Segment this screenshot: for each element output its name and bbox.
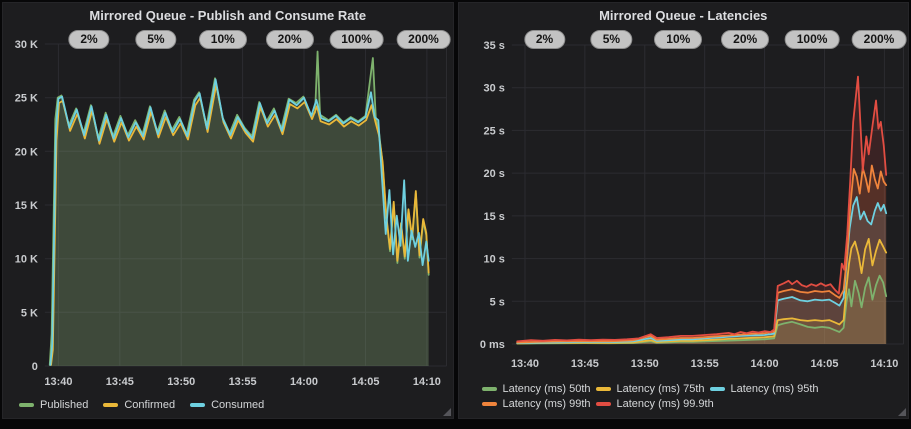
x-axis-tick-label: 13:40 [510,358,538,370]
y-axis-tick-label: 5 s [489,296,504,308]
annotation-badge-10pct[interactable]: 10% [198,30,247,49]
y-axis-tick-label: 30 s [483,83,504,95]
y-axis-tick-label: 30 K [15,39,38,51]
legend-label: Latency (ms) 50th [502,383,591,395]
series-color-swatch [595,387,611,391]
x-axis-tick-label: 13:50 [630,358,658,370]
y-axis-tick-label: 0 ms [479,339,504,351]
annotation-badge-20pct[interactable]: 20% [265,30,314,49]
x-axis-tick-label: 14:10 [870,358,898,370]
annotation-badge-200pct[interactable]: 200% [851,30,907,49]
series-color-swatch [103,403,119,407]
y-axis-tick-label: 20 s [483,168,504,180]
x-axis-tick-label: 14:05 [810,358,838,370]
legend-item[interactable]: Latency (ms) 75th [595,383,710,395]
series-line [515,196,887,344]
latency-chart-legend: Latency (ms) 50th Latency (ms) 75th Latenc… [459,378,909,410]
panel-resize-handle[interactable] [442,408,451,416]
annotation-badge-row: 2% 5% 10% 20% 100% 200% [3,30,453,50]
annotation-badge-2pct[interactable]: 2% [68,30,110,49]
legend-label: Latency (ms) 95th [730,383,819,395]
x-axis-tick-label: 13:55 [690,358,718,370]
series-color-swatch [595,402,611,406]
series-area [516,197,886,344]
series-color-swatch [481,387,497,391]
annotation-badge-5pct[interactable]: 5% [590,30,633,49]
x-axis-tick-label: 13:55 [229,376,257,388]
legend-label: Published [40,399,89,411]
rate-chart-legend: Published Confirmed Consumed [3,394,453,411]
y-axis-tick-label: 0 [32,361,38,373]
legend-label: Consumed [211,399,265,411]
x-axis-tick-label: 13:45 [106,376,134,388]
series-area [516,275,886,344]
series-area [516,76,886,344]
rate-chart-plot[interactable]: 0 5 K 10 K 15 K 20 K 25 K 30 K 13:40 13:45 13:50 1… [3,26,453,394]
x-axis-tick-label: 14:10 [413,376,441,388]
legend-item[interactable]: Latency (ms) 95th [709,383,909,395]
annotation-badge-10pct[interactable]: 10% [654,30,703,49]
series-color-swatch [19,403,34,407]
annotation-badge-200pct[interactable]: 200% [396,30,451,49]
x-axis-tick-label: 13:50 [167,376,195,388]
legend-item[interactable]: Latency (ms) 99th [481,398,596,410]
panel-publish-consume-rate: Mirrored Queue - Publish and Consume Rat… [2,2,454,419]
legend-item[interactable]: Consumed [190,399,264,411]
y-axis-tick-label: 25 s [483,125,504,137]
annotation-badge-100pct[interactable]: 100% [329,30,384,49]
series-area [516,238,886,344]
legend-item[interactable]: Latency (ms) 99.9th [595,398,714,410]
latency-chart-plot[interactable]: 0 ms 5 s 10 s 15 s 20 s 25 s 30 s 35 s 13:40 13:4… [459,26,909,378]
y-axis-tick-label: 5 K [21,307,38,319]
series-color-swatch [190,403,206,407]
series-color-swatch [709,387,725,391]
annotation-badge-row: 2% 5% 10% 20% 100% 200% [459,30,909,50]
series-area [516,165,886,344]
x-axis-tick-label: 13:40 [44,376,72,388]
legend-item[interactable]: Published [19,399,88,411]
legend-item[interactable]: Confirmed [103,399,175,411]
annotation-badge-2pct[interactable]: 2% [523,30,566,49]
y-axis-tick-label: 25 K [15,93,38,105]
series-line [515,164,887,344]
y-axis-tick-label: 15 K [15,200,38,212]
x-axis-tick-label: 13:45 [570,358,598,370]
chart-publish-consume-rate[interactable]: 0 5 K 10 K 15 K 20 K 25 K 30 K 13:40 13:45 13:50 1… [3,26,453,394]
legend-item[interactable]: Latency (ms) 50th [481,383,596,395]
panel-latencies: Mirrored Queue - Latencies 0 ms 5 s 10 s 15… [457,2,909,419]
legend-label: Latency (ms) 75th [616,383,705,395]
chart-latencies[interactable]: 0 ms 5 s 10 s 15 s 20 s 25 s 30 s 35 s 13:40 13:4… [459,26,909,378]
series-line [515,75,887,343]
legend-label: Confirmed [124,399,176,411]
panel-title[interactable]: Mirrored Queue - Publish and Consume Rat… [89,8,367,23]
dashboard-row: Mirrored Queue - Publish and Consume Rat… [2,2,909,419]
x-axis-tick-label: 14:05 [351,376,379,388]
panel-title[interactable]: Mirrored Queue - Latencies [599,8,768,23]
x-axis-tick-label: 14:00 [750,358,778,370]
legend-label: Latency (ms) 99th [502,398,591,410]
y-axis-tick-label: 15 s [483,211,504,223]
series-color-swatch [481,402,497,406]
series-line [49,78,430,366]
panel-resize-handle[interactable] [898,408,906,416]
series-area [50,79,429,367]
series-area [51,84,429,367]
y-axis-tick-label: 20 K [15,146,38,158]
y-axis-tick-label: 35 s [483,40,504,52]
annotation-badge-5pct[interactable]: 5% [135,30,177,49]
y-axis-tick-label: 10 s [483,254,504,266]
y-axis-tick-label: 10 K [15,254,38,266]
legend-label: Latency (ms) 99.9th [616,398,714,410]
x-axis-tick-label: 14:00 [290,376,318,388]
annotation-badge-100pct[interactable]: 100% [784,30,840,49]
series-line [515,238,887,345]
annotation-badge-20pct[interactable]: 20% [721,30,770,49]
